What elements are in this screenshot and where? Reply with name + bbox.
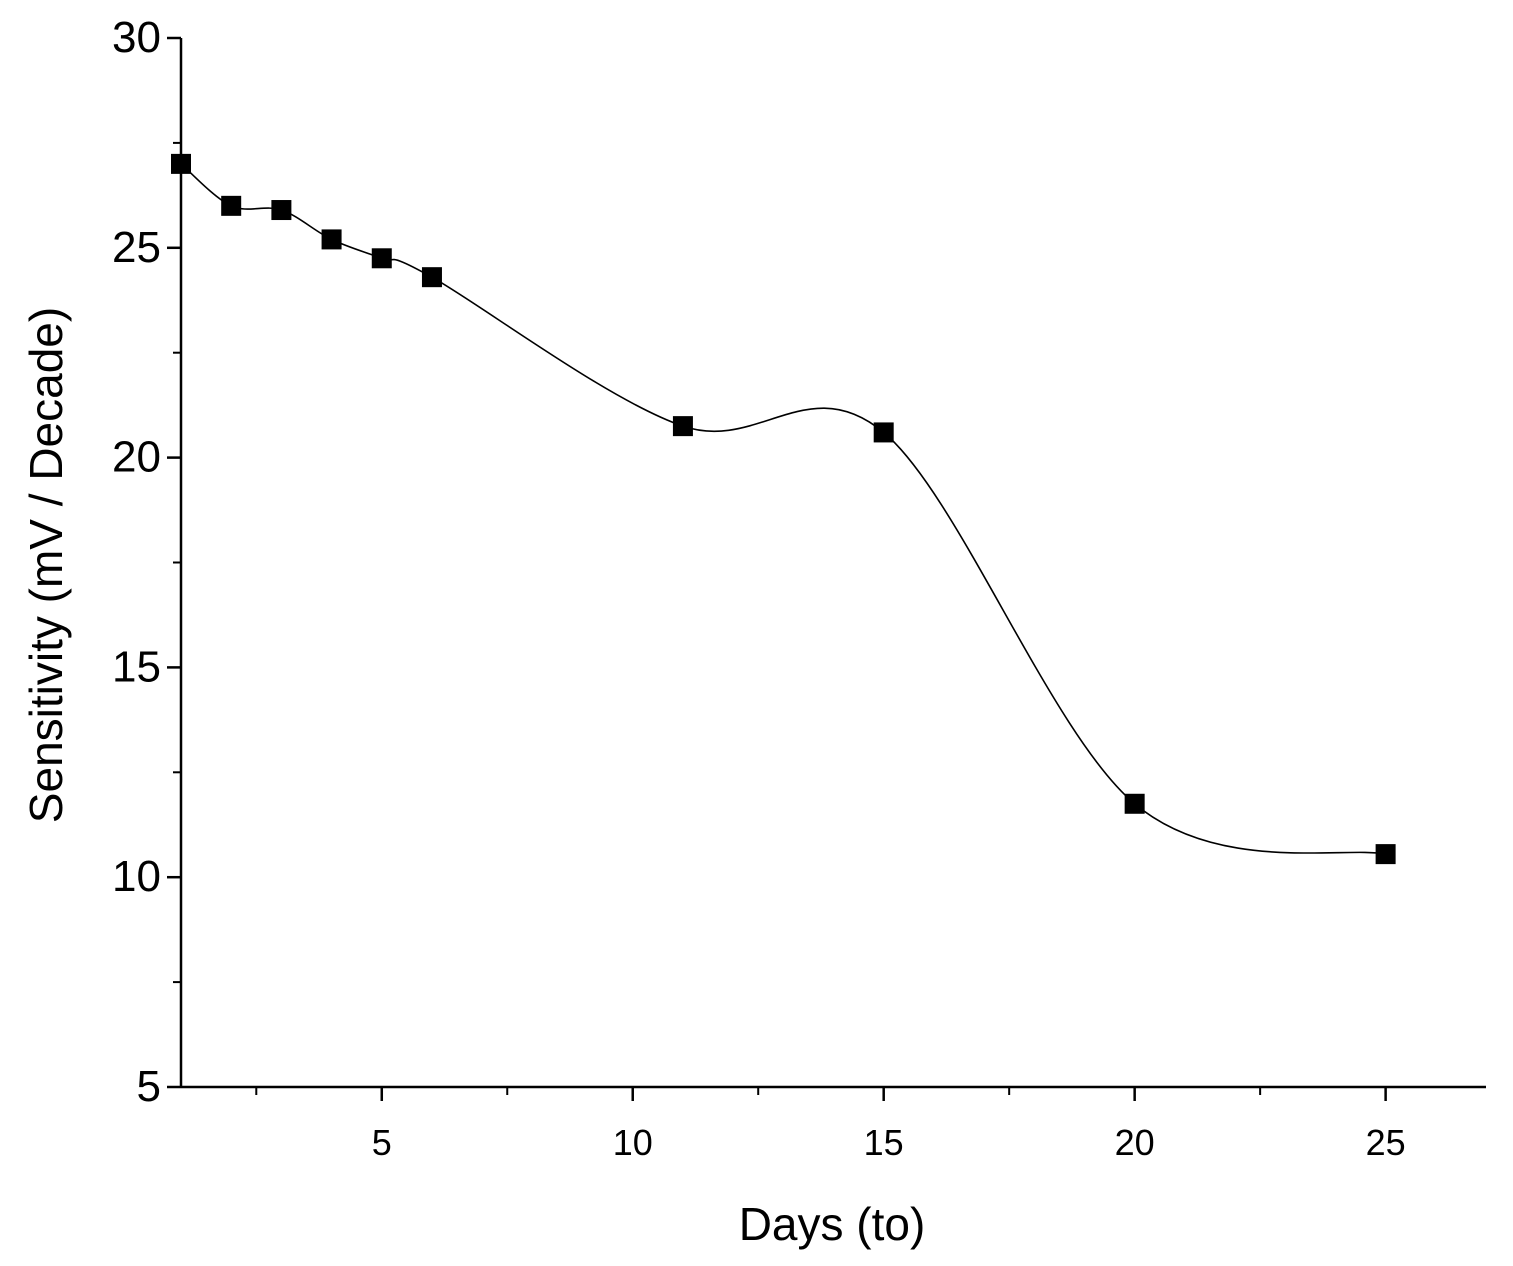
x-tick-label: 20: [1115, 1122, 1155, 1163]
data-point-marker: [672, 416, 693, 437]
plot-area: 5 10 15 20 25 30 5 10 15 20 25: [112, 13, 1486, 1163]
data-point-marker: [1375, 844, 1396, 865]
y-tick-label: 20: [112, 433, 161, 482]
series-line: [180, 163, 1386, 855]
y-axis-title: Sensitivity (mV / Decade): [20, 307, 72, 823]
x-tick-label: 10: [613, 1122, 653, 1163]
y-tick-label: 30: [112, 13, 161, 62]
data-point-marker: [371, 248, 392, 269]
y-tick-label: 25: [112, 223, 161, 272]
data-point-marker: [421, 267, 442, 288]
y-tick-label: 10: [112, 852, 161, 901]
x-tick-label: 15: [864, 1122, 904, 1163]
y-tick-label: 5: [137, 1062, 161, 1111]
x-tick-label: 25: [1366, 1122, 1406, 1163]
data-point-marker: [873, 422, 894, 443]
data-point-marker: [271, 200, 292, 221]
x-axis-title: Days (to): [739, 1198, 926, 1250]
x-tick-label: 5: [372, 1122, 392, 1163]
data-point-marker: [1124, 793, 1145, 814]
data-point-marker: [321, 229, 342, 250]
data-point-marker: [221, 195, 242, 216]
y-tick-label: 15: [112, 642, 161, 691]
data-point-marker: [171, 153, 191, 174]
